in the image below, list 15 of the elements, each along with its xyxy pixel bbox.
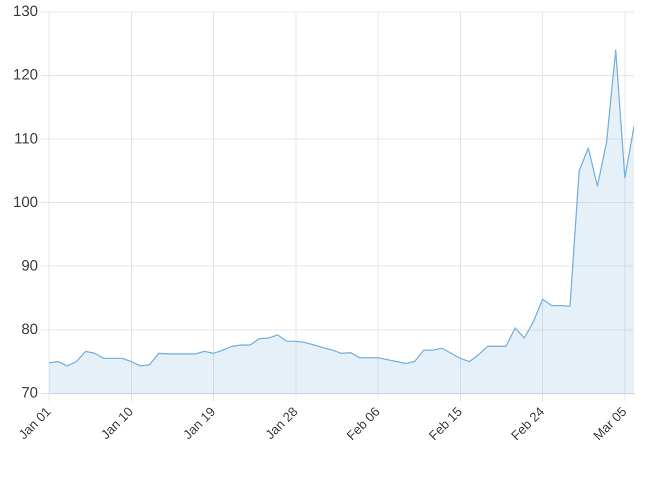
- x-tick-label: Feb 06: [343, 404, 383, 444]
- x-tick-label: Jan 01: [15, 404, 54, 442]
- y-tick-label: 100: [12, 194, 38, 211]
- x-tick-label: Mar 05: [590, 404, 630, 444]
- x-tick-label: Jan 28: [262, 404, 300, 442]
- y-tick-label: 80: [21, 320, 38, 338]
- x-tick-label: Feb 15: [426, 404, 465, 444]
- y-tick-label: 70: [21, 384, 38, 402]
- y-tick-label: 90: [21, 257, 38, 274]
- y-tick-label: 130: [12, 3, 38, 20]
- x-tick-label: Feb 24: [508, 404, 548, 444]
- y-tick-label: 110: [14, 130, 38, 148]
- y-tick-label: 120: [12, 66, 38, 84]
- x-tick-label: Jan 10: [98, 404, 136, 442]
- x-tick-label: Jan 19: [180, 404, 218, 442]
